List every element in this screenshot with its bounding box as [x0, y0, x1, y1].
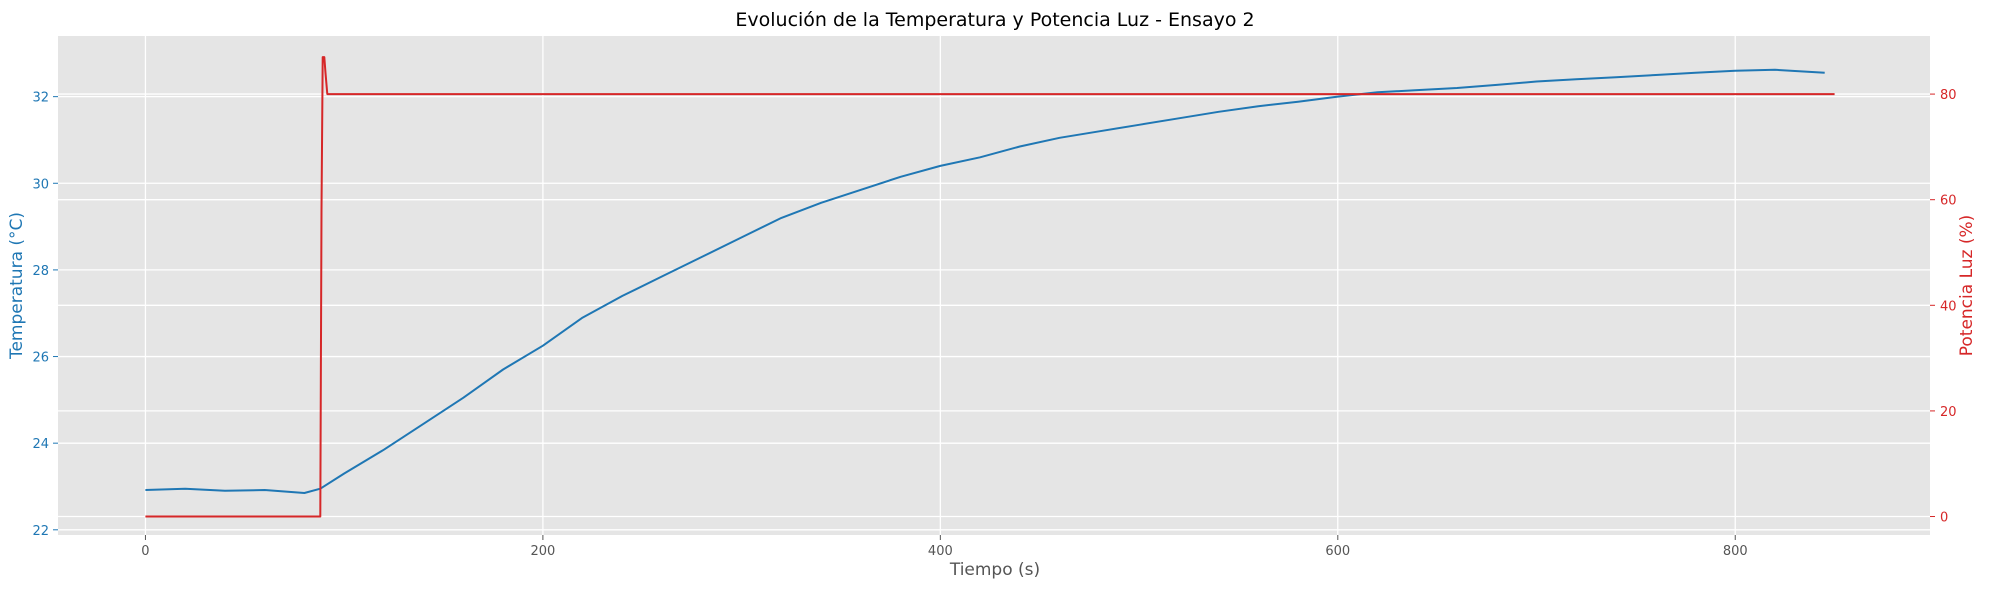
y-tick-label-left: 30: [32, 177, 49, 192]
chart-title: Evolución de la Temperatura y Potencia L…: [735, 9, 1254, 31]
y-tick-label-right: 60: [1940, 194, 1957, 209]
y-axis-label-left: Temperatura (°C): [7, 212, 27, 360]
y-tick-label-left: 32: [32, 91, 49, 106]
y-tick-label-right: 80: [1940, 88, 1957, 103]
gridlines: [58, 36, 1930, 535]
x-tick-label: 0: [141, 544, 149, 559]
axes: 0 200 400 600 800 22 24 26 28 30 32 0 20 40 60 80: [32, 88, 1956, 559]
y-tick-label-left: 28: [32, 264, 49, 279]
y-axis-label-right: Potencia Luz (%): [1957, 215, 1977, 357]
y-tick-label-left: 26: [32, 351, 49, 366]
y-tick-label-left: 24: [32, 437, 49, 452]
series: [145, 56, 1835, 518]
x-tick-label: 400: [928, 544, 953, 559]
x-axis-label: Tiempo (s): [949, 560, 1040, 580]
y-tick-label-right: 40: [1940, 299, 1957, 314]
x-tick-label: 200: [530, 544, 555, 559]
x-tick-label: 600: [1325, 544, 1350, 559]
series-line-2: [145, 56, 1835, 518]
y-tick-label-right: 20: [1940, 405, 1957, 420]
x-tick-label: 800: [1723, 544, 1748, 559]
plot-area: [58, 36, 1930, 535]
y-tick-label-left: 22: [32, 524, 49, 539]
y-tick-label-right: 0: [1940, 511, 1948, 526]
series-line-1: [145, 68, 1825, 494]
